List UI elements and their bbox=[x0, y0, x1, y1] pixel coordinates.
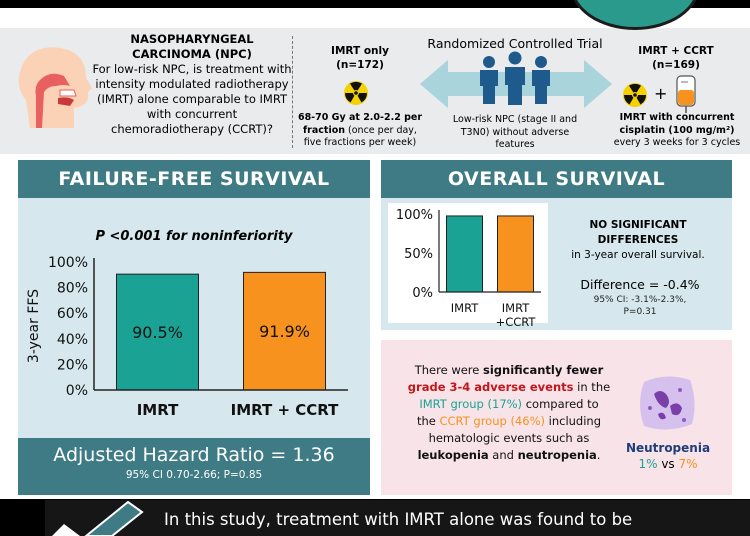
ae-text-10: hematologic events such as bbox=[428, 431, 590, 445]
os-no-difference: NO SIGNIFICANT DIFFERENCES bbox=[589, 219, 687, 246]
plus-sign: + bbox=[654, 84, 668, 103]
people-icon bbox=[480, 51, 550, 105]
ae-text-11: leukopenia bbox=[417, 448, 489, 462]
hazard-ratio: Adjusted Hazard Ratio = 1.36 bbox=[53, 444, 335, 466]
os-no-difference-sub: in 3-year overall survival. bbox=[571, 249, 705, 261]
os-ytick-label: 0% bbox=[412, 286, 433, 301]
trial-label: Randomized Controlled Trial bbox=[427, 36, 603, 51]
ffs-ytick-label: 60% bbox=[57, 306, 88, 322]
ae-text-4: in the bbox=[573, 380, 611, 394]
ffs-ylabel: 3-year FFS bbox=[26, 289, 42, 363]
ffs-ytick-label: 100% bbox=[48, 255, 88, 271]
neutropenia-ccrt: 7% bbox=[678, 457, 698, 471]
population: Low-risk NPC (stage II and T3N0) without… bbox=[452, 114, 578, 150]
disease-title: NASOPHARYNGEAL CARCINOMA (NPC) bbox=[130, 32, 254, 61]
ffs-ytick-label: 0% bbox=[66, 383, 88, 399]
ae-text-12: and bbox=[488, 448, 518, 462]
radiation-icon bbox=[344, 81, 368, 105]
neutropenia-vs: vs bbox=[657, 457, 679, 471]
os-difference: Difference = -0.4% bbox=[580, 277, 700, 292]
ffs-data-label: 91.9% bbox=[259, 322, 310, 341]
os-bar bbox=[446, 215, 483, 293]
neutropenia-imrt: 1% bbox=[638, 457, 658, 471]
ae-text-7: the bbox=[416, 414, 440, 428]
os-ytick-label: 50% bbox=[404, 247, 433, 262]
ffs-data-label: 90.5% bbox=[132, 323, 183, 342]
ffs-category-label: IMRT bbox=[137, 401, 179, 419]
os-difference-ci: 95% CI: -3.1%-2.3%, bbox=[593, 295, 687, 305]
ae-text-9: including bbox=[544, 414, 602, 428]
iv-bag-icon bbox=[676, 75, 696, 113]
ffs-bar bbox=[243, 271, 326, 391]
ffs-title: FAILURE-FREE SURVIVAL bbox=[18, 160, 370, 198]
conclusion-bar bbox=[45, 500, 750, 536]
divider bbox=[292, 36, 293, 148]
ffs-bar bbox=[116, 273, 199, 391]
ffs-ytick-label: 80% bbox=[57, 281, 88, 297]
radiation-icon bbox=[623, 83, 647, 107]
head-illustration-icon bbox=[18, 47, 92, 129]
ae-text-8: CCRT group (46%) bbox=[439, 414, 545, 428]
ffs-pvalue: P <0.001 for noninferiority bbox=[95, 229, 293, 244]
arm2-drug: IMRT with concurrent cisplatin (100 mg/m… bbox=[619, 112, 735, 136]
neutropenia-title: Neutropenia bbox=[625, 441, 711, 455]
hazard-ratio-box: Adjusted Hazard Ratio = 1.36 95% CI 0.70… bbox=[18, 438, 370, 495]
hazard-ratio-ci: 95% CI 0.70-2.66; P=0.85 bbox=[125, 469, 263, 481]
os-category-label: +CCRT bbox=[496, 315, 537, 329]
arm1-title: IMRT only bbox=[331, 45, 389, 57]
os-bar bbox=[497, 215, 534, 293]
arm1-dose: 68-70 Gy at 2.0-2.2 per fraction bbox=[297, 112, 423, 136]
arm1-schedule: (once per day, five fractions per week) bbox=[303, 124, 417, 149]
os-difference-p: P=0.31 bbox=[623, 307, 657, 317]
os-chart: 0%50%100%IMRT IMRT+CCRT bbox=[388, 203, 548, 329]
ffs-ytick-label: 40% bbox=[57, 332, 88, 348]
arm2-title: IMRT + CCRT bbox=[638, 45, 714, 57]
arm2-n: (n=169) bbox=[652, 59, 700, 71]
ffs-chart: 0% 20% 40% 60% 80% 100% 3-year FFS 90.5% IMRT 91.… bbox=[26, 255, 348, 419]
checkmark-icon bbox=[52, 500, 144, 536]
ffs-category-label: IMRT + CCRT bbox=[231, 401, 340, 419]
os-ytick-label: 100% bbox=[396, 208, 433, 223]
ae-text-13: neutropenia bbox=[517, 448, 597, 462]
ae-text-5: IMRT group (17%) bbox=[419, 397, 523, 411]
os-category-label: IMRT bbox=[502, 301, 530, 315]
ae-text-1: There were bbox=[414, 363, 483, 377]
os-title: OVERALL SURVIVAL bbox=[381, 160, 732, 198]
ae-text-14: . bbox=[596, 448, 601, 462]
arm2-schedule: every 3 weeks for 3 cycles bbox=[613, 137, 741, 148]
arm1-n: (n=172) bbox=[336, 59, 384, 71]
ae-text-3: grade 3-4 adverse events bbox=[407, 380, 574, 394]
study-question: For low-risk NPC, is treatment with inte… bbox=[92, 62, 292, 136]
ffs-ytick-label: 20% bbox=[57, 357, 88, 373]
neutrophil-icon bbox=[640, 376, 695, 430]
ae-text-6: compared to bbox=[522, 397, 599, 411]
top-strip bbox=[0, 0, 750, 8]
ae-text-2: significantly fewer bbox=[483, 363, 604, 377]
conclusion-text: In this study, treatment with IMRT alone… bbox=[164, 510, 633, 529]
adverse-events-text: There were significantly fewer grade 3-4… bbox=[394, 362, 624, 464]
os-category-label: IMRT bbox=[451, 301, 479, 315]
